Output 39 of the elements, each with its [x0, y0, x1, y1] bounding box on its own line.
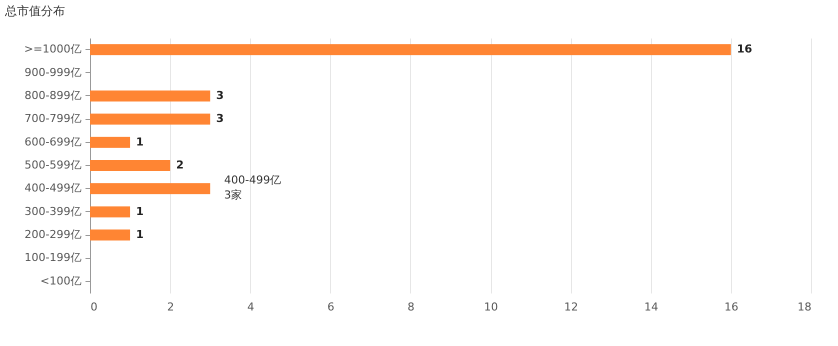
- annotation: 3家: [224, 188, 242, 202]
- data-label: 16: [736, 42, 753, 56]
- y-tick-label: 800-899亿: [24, 88, 82, 102]
- x-tick-label: 14: [644, 300, 658, 314]
- chart-title: 总市值分布: [4, 4, 65, 18]
- data-label: 3: [216, 88, 224, 102]
- data-label: 3: [216, 112, 224, 126]
- bar: [90, 206, 130, 218]
- bar: [90, 114, 210, 125]
- x-tick-label: 16: [724, 300, 738, 314]
- x-tick-label: 0: [90, 300, 98, 314]
- y-tick-label: >=1000亿: [24, 42, 82, 56]
- bar: [90, 90, 210, 102]
- annotation: 400-499亿: [224, 174, 282, 187]
- x-tick-label: 4: [247, 300, 254, 314]
- y-tick-label: 600-699亿: [24, 135, 82, 148]
- x-tick-label: 18: [798, 300, 812, 314]
- x-tick-label: 8: [407, 300, 414, 314]
- data-label: 2: [176, 158, 184, 172]
- bar: [90, 230, 130, 241]
- data-label: 1: [136, 228, 144, 242]
- x-tick-label: 2: [167, 300, 174, 314]
- y-tick-label: 500-599亿: [24, 158, 82, 172]
- y-tick-label: 200-299亿: [24, 228, 82, 242]
- y-tick-label: 400-499亿: [24, 182, 82, 195]
- x-tick-label: 12: [564, 300, 578, 314]
- y-tick-label: 300-399亿: [24, 204, 82, 218]
- y-tick-label: 100-199亿: [24, 251, 82, 264]
- y-tick-label: 700-799亿: [24, 112, 82, 126]
- bar: [90, 183, 210, 194]
- x-tick-label: 6: [327, 300, 334, 314]
- y-tick-label: <100亿: [40, 274, 82, 288]
- bar: [90, 44, 731, 56]
- data-label: 1: [136, 135, 144, 148]
- bar: [90, 136, 130, 148]
- bar: [90, 160, 170, 171]
- x-tick-label: 10: [484, 300, 498, 314]
- y-tick-label: 900-999亿: [24, 66, 82, 79]
- data-label: 1: [136, 204, 144, 218]
